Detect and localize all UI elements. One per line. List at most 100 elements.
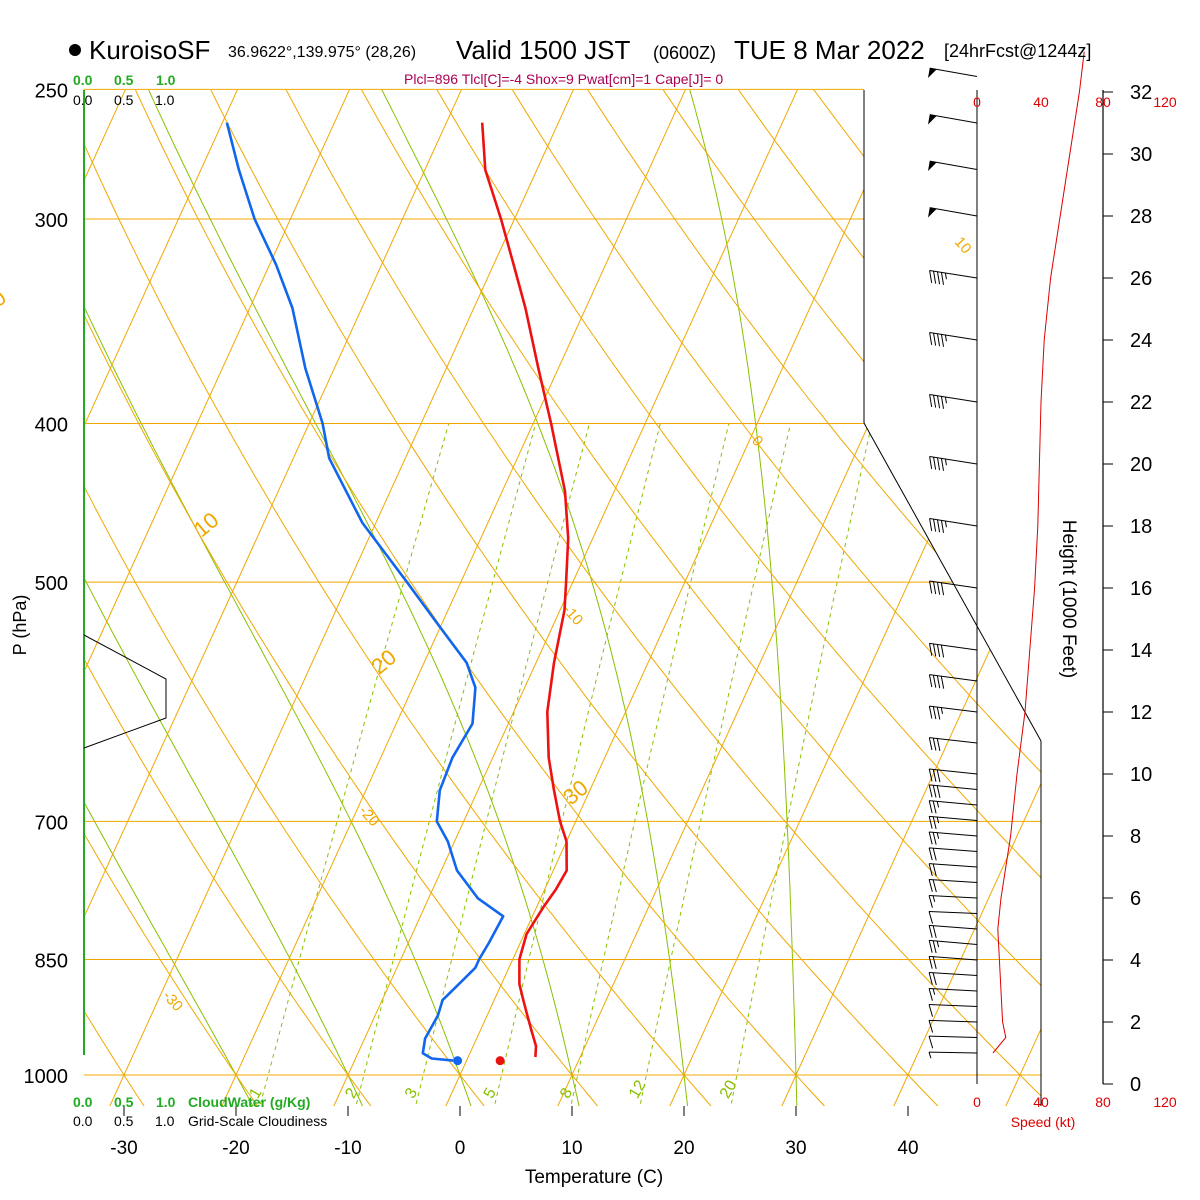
pressure-axis-label: P (hPa)	[10, 595, 30, 656]
wind-barb	[927, 160, 978, 172]
wind-barb-flag	[940, 334, 945, 347]
height-tick-label: 6	[1130, 888, 1141, 910]
dry-adiabat-line	[511, 90, 1041, 1106]
mixing-ratio-line	[346, 423, 537, 1106]
wind-barb-staff	[929, 924, 978, 930]
wind-barb-flag	[940, 582, 945, 596]
plot-boundary	[863, 90, 1042, 1106]
height-axis-label: Height (1000 Feet)	[1058, 520, 1079, 678]
dewpoint-line	[225, 122, 505, 1062]
station-coords: 36.9622°,139.975° (28,26)	[228, 44, 416, 61]
wind-barb-flag	[932, 675, 937, 688]
dry-adiabat-line	[586, 90, 1041, 1106]
wind-barb-flag	[936, 457, 941, 471]
cloudiness-label: Grid-Scale Cloudiness	[188, 1113, 327, 1129]
wind-barb-flag	[940, 676, 945, 689]
pressure-tick-label: 1000	[24, 1066, 69, 1088]
wind-barb-pennant	[927, 68, 937, 79]
moist-adiabats	[84, 90, 799, 1106]
temperature-tick-label: 0	[455, 1138, 466, 1159]
isotherm-line	[428, 90, 917, 1106]
wind-barb-staff	[929, 455, 978, 465]
dry-adiabat-line	[210, 90, 975, 1106]
wind-barb-staff	[929, 160, 978, 170]
pressure-tick-label: 850	[35, 950, 68, 972]
pressure-tick-label: 400	[35, 415, 68, 437]
wind-barb-flag	[928, 956, 933, 969]
wind-barb-flag	[940, 396, 945, 409]
dry-adiabat-line	[285, 90, 1041, 1106]
wind-barb	[928, 768, 978, 783]
wind-barb-flag	[936, 271, 941, 285]
wind-barb	[928, 1003, 978, 1017]
wind-barb	[928, 939, 978, 954]
pressure-tick-label: 500	[35, 573, 68, 595]
mixing-ratio-line	[562, 423, 730, 1106]
moist-adiabat-line	[84, 90, 380, 1106]
speed-tick-top-40: 40	[1033, 94, 1049, 110]
cloudwater-bottom-0: 0.0	[73, 1094, 93, 1110]
cloudiness-scale-0: 0.0	[73, 92, 93, 108]
wind-barb-staff	[929, 894, 978, 899]
wind-barb-flag	[928, 988, 933, 1001]
moist-adiabat-line	[381, 90, 692, 1106]
surface-temperature-marker	[495, 1056, 505, 1066]
wind-barb-staff	[929, 207, 978, 217]
wind-barb-flag	[928, 847, 933, 861]
dry-adiabat-line	[436, 90, 1041, 1106]
wind-barb-flag	[936, 707, 941, 720]
cloudiness-bottom-1: 0.5	[114, 1113, 134, 1129]
wind-barb-flag	[932, 785, 937, 798]
wind-barb-half	[944, 272, 947, 280]
isotherm-line	[84, 90, 245, 1106]
wind-barb	[928, 737, 978, 752]
wind-barb-staff	[929, 971, 978, 976]
wind-barb-staff	[929, 269, 978, 279]
wind-barb-flag	[932, 816, 937, 830]
dry-adiabats	[84, 89, 1200, 1143]
wind-barb-staff	[929, 1003, 978, 1007]
wind-barb	[928, 642, 978, 658]
wind-barb-half	[936, 832, 940, 839]
isotherm-line	[1101, 75, 1200, 1143]
wind-barb-flag	[928, 911, 934, 924]
wind-barb-pennant	[927, 114, 937, 125]
speed-tick-bottom-80: 80	[1095, 1094, 1111, 1110]
wind-barb	[929, 393, 978, 409]
wind-barb-staff	[929, 517, 978, 527]
wind-barb-flag	[936, 644, 941, 657]
wind-barb-flag	[932, 800, 937, 814]
wind-barb-flag	[933, 395, 937, 408]
wind-barb	[928, 971, 978, 986]
wind-barb-flag	[932, 940, 937, 954]
dry-adiabat-line	[963, 90, 1041, 1106]
wind-barb-staff	[929, 768, 978, 775]
mixing-ratio-lines	[249, 423, 873, 1106]
isotherm-line	[652, 90, 1041, 1106]
wind-barb-staff	[929, 863, 978, 868]
wind-barb-flag	[932, 737, 937, 751]
wind-barb-flag	[928, 768, 933, 782]
wind-barb-half	[932, 988, 936, 995]
wind-barb-flag	[929, 332, 933, 346]
moist-adiabat-line	[147, 90, 588, 1106]
dry-adiabat-line	[84, 90, 399, 1106]
wind-barb	[928, 705, 978, 720]
mixing-ratio-label: 12	[626, 1077, 650, 1101]
height-tick-label: 28	[1130, 206, 1152, 228]
dry-adiabat-line	[1190, 89, 1200, 1143]
mixing-ratio-line	[406, 423, 590, 1106]
wind-barb-flag	[928, 784, 933, 798]
mixing-ratio-label: 5	[481, 1085, 500, 1101]
wind-barb	[929, 331, 978, 347]
wind-barb-staff	[929, 815, 978, 821]
wind-barb-half	[944, 520, 947, 528]
valid-time: Valid 1500 JST	[456, 35, 631, 65]
wind-barb	[928, 924, 978, 939]
wind-barb-staff	[929, 847, 978, 852]
wind-barb-flag	[928, 800, 933, 814]
height-tick-label: 2	[1130, 1012, 1141, 1034]
wind-barb-flag	[940, 272, 945, 285]
